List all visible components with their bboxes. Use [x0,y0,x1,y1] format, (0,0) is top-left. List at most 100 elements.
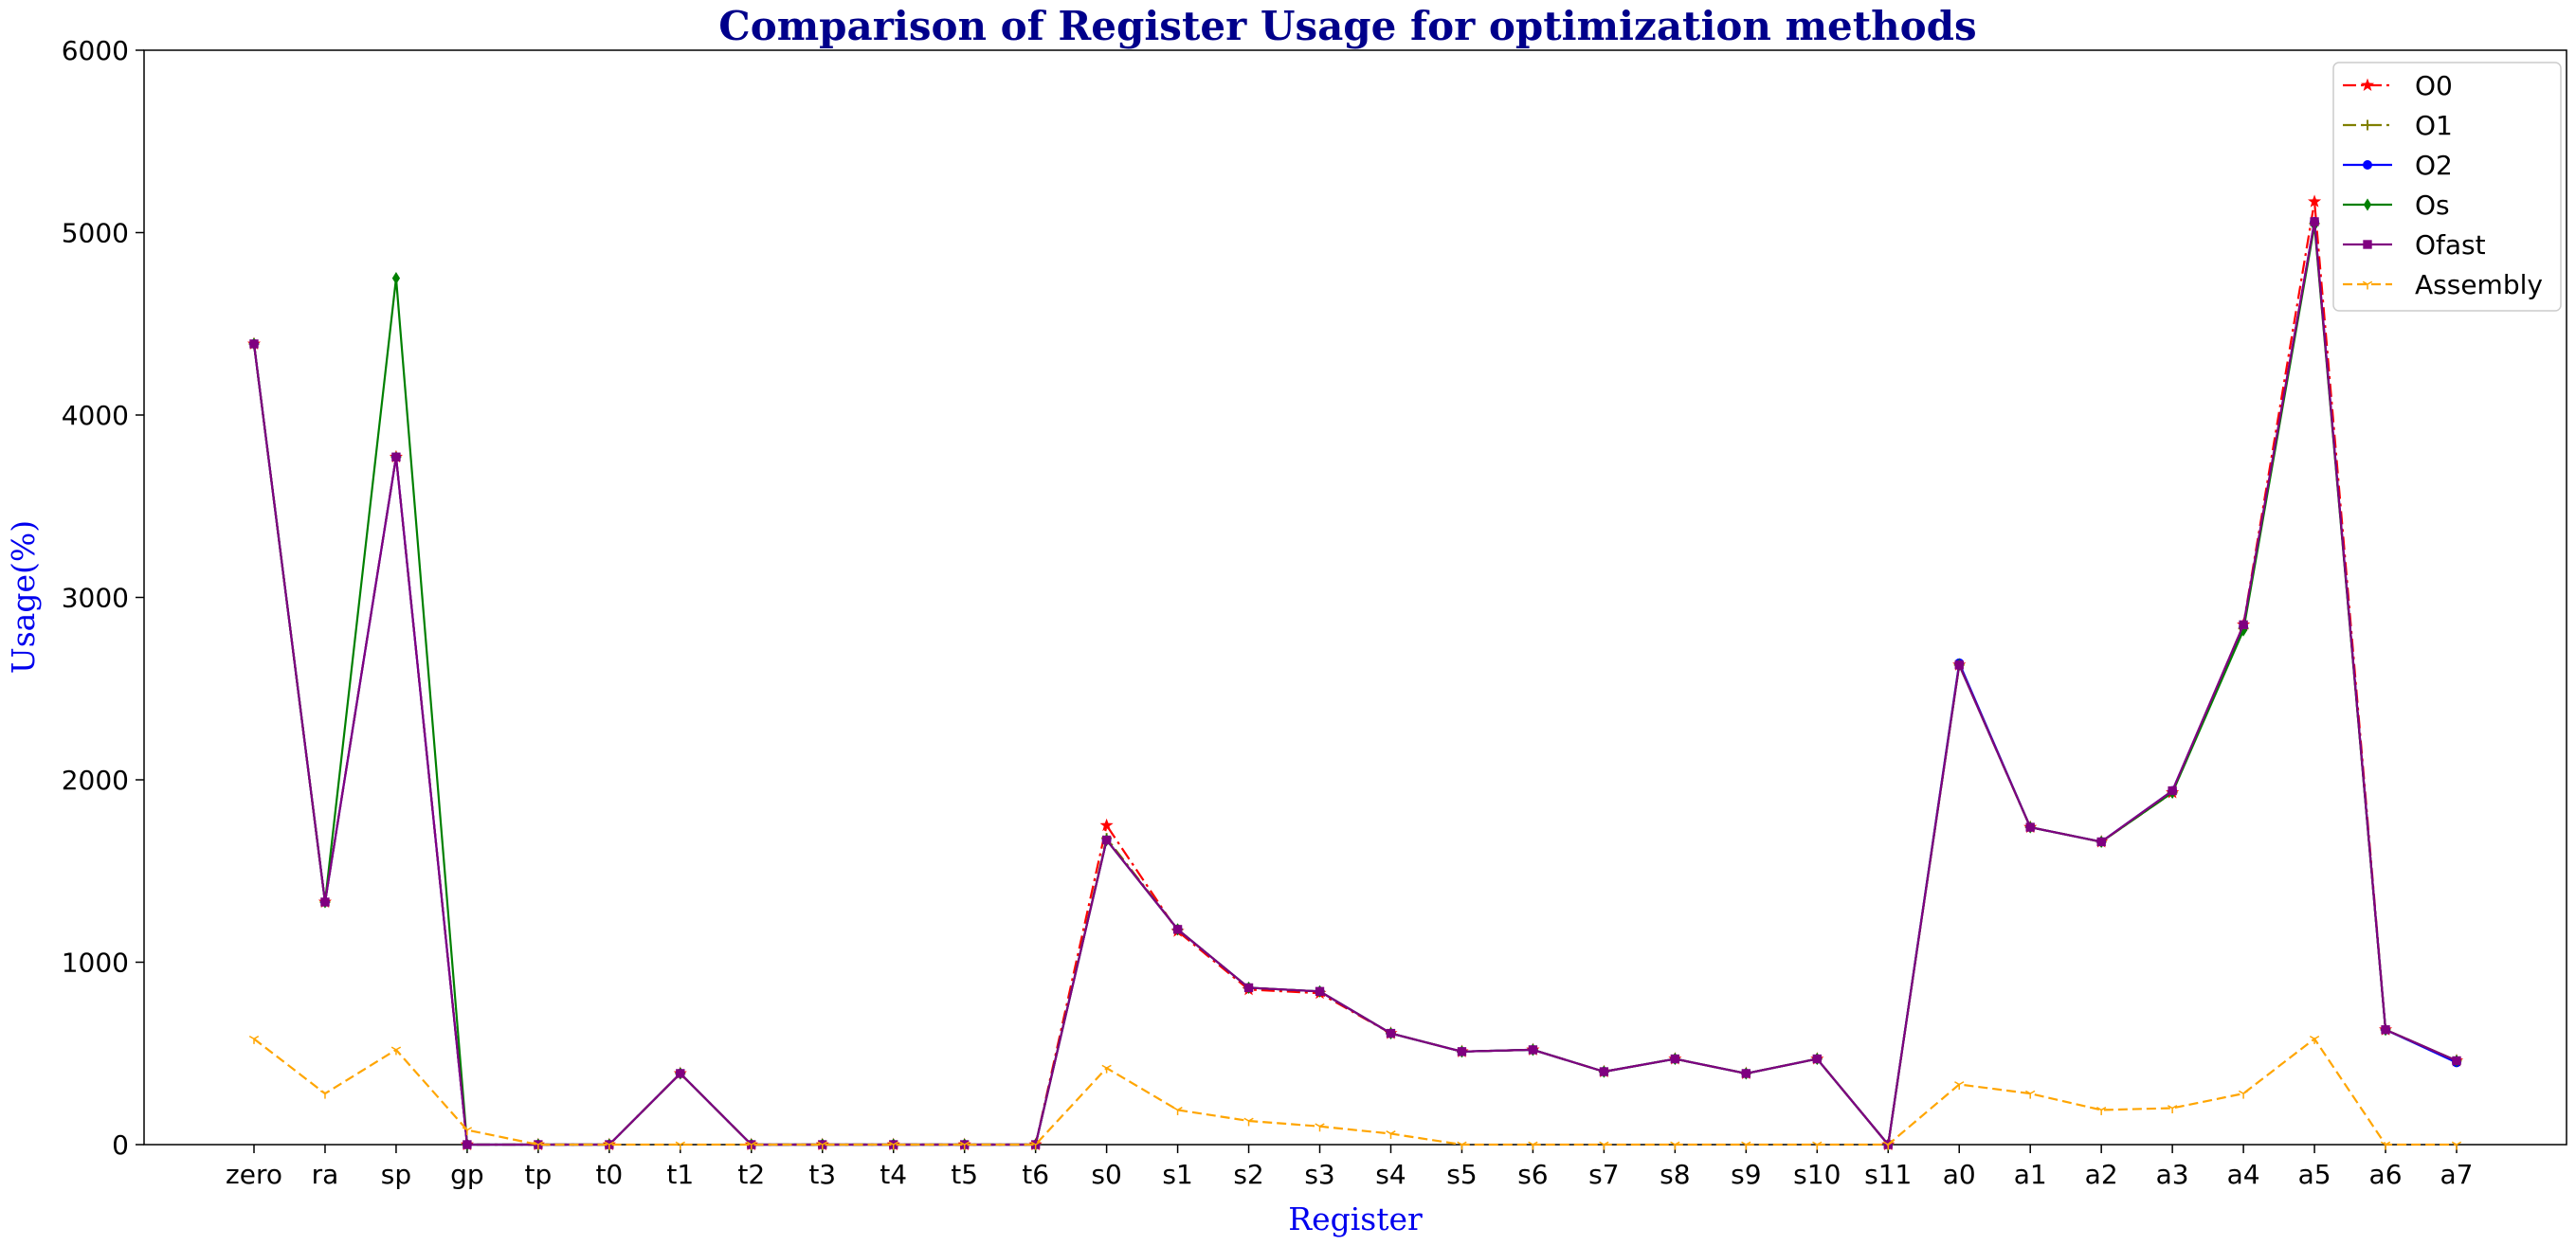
axes-frame [143,49,2567,1146]
y-tick-label: 5000 [62,218,129,249]
data-point-ofast [2168,786,2177,796]
data-point-assembly-b [1457,1141,1462,1146]
x-tick-label: s9 [1731,1159,1761,1190]
y-axis-label: Usage(%) [5,520,42,674]
x-tick-label: s10 [1793,1159,1841,1190]
data-point-assembly-c [2171,1105,2178,1110]
y-tick-label: 3000 [62,583,129,614]
legend-label-o1: O1 [2415,110,2453,141]
data-point-assembly-c [2100,1107,2107,1111]
data-point-assembly [1883,1141,1894,1150]
data-point-os [2239,623,2248,637]
data-point-ofast [1386,1028,1396,1038]
legend-box [2332,62,2562,312]
data-point-assembly [2380,1141,2391,1150]
x-tick-label: sp [381,1159,411,1190]
data-point-assembly-c [537,1141,544,1146]
data-point-assembly [675,1141,685,1150]
data-point-assembly [1030,1141,1041,1150]
data-point-ofast [2239,620,2248,630]
data-point-assembly [1670,1141,1680,1150]
x-tick-label: s8 [1660,1159,1690,1190]
data-point-os [391,272,401,285]
data-point-assembly-b [604,1141,610,1146]
x-tick-label: tp [524,1159,552,1190]
data-point-assembly-b [888,1141,895,1146]
data-point-assembly [1172,1107,1183,1115]
x-tick-label: s11 [1864,1159,1912,1190]
legend-marker-assembly-c [2367,280,2373,285]
data-point-assembly-b [1883,1141,1889,1146]
data-point-assembly-c [466,1127,473,1131]
series-line-o2 [252,220,2458,1147]
legend-marker-os [2363,198,2372,211]
data-point-ofast [1599,1067,1609,1076]
x-axis-label: Register [1288,1201,1423,1237]
data-point-assembly-b [390,1046,397,1051]
y-tick-label: 0 [112,1129,129,1161]
data-point-assembly-c [822,1141,827,1146]
data-point-assembly-b [2451,1141,2458,1146]
x-tick-label: a4 [2227,1159,2260,1190]
data-point-assembly-c [680,1141,685,1146]
data-point-assembly-b [1599,1141,1605,1146]
x-tick-label: t6 [1022,1159,1049,1190]
x-tick-label: s5 [1446,1159,1477,1190]
x-tick-label: t4 [880,1159,907,1190]
x-tick-label: gp [450,1159,484,1190]
data-point-assembly-b [1670,1141,1676,1146]
legend-label-ofast: Ofast [2415,229,2486,261]
data-point-ofast [2381,1025,2390,1035]
x-tick-label: s2 [1233,1159,1263,1190]
y-tick-label: 6000 [62,35,129,66]
data-point-ofast [1812,1054,1822,1064]
data-point-assembly [604,1141,614,1150]
data-point-assembly [817,1141,827,1150]
data-point-assembly-b [1528,1141,1533,1146]
legend-marker-assembly [2362,280,2373,290]
data-point-ofast [1243,983,1254,993]
data-point-ofast [1172,925,1183,934]
data-point-assembly-b [746,1141,753,1146]
data-point-assembly-c [1958,1081,1965,1086]
data-point-assembly-c [2385,1141,2391,1146]
data-point-assembly-c [253,1035,260,1040]
y-tick-label: 2000 [62,765,129,796]
x-tick-label: a7 [2440,1159,2474,1190]
data-point-assembly-c [395,1046,402,1051]
series-line-assembly [253,1038,2457,1147]
data-point-assembly-b [1741,1141,1747,1146]
data-point-assembly-c [1248,1117,1254,1122]
chart-title: Comparison of Register Usage for optimiz… [718,3,1976,49]
data-point-assembly [2238,1090,2249,1099]
data-point-assembly-c [751,1141,756,1146]
legend-marker-o1 [2362,119,2373,131]
data-point-assembly [390,1046,402,1056]
data-point-assembly-b [248,1035,255,1040]
data-point-assembly [1812,1141,1823,1150]
data-point-assembly-b [2238,1090,2244,1094]
data-point-ofast [2025,822,2035,832]
x-tick-label: ra [312,1159,339,1190]
x-tick-label: a3 [2156,1159,2189,1190]
legend-entry-os: Os [2343,190,2450,221]
x-tick-label: zero [226,1159,282,1190]
data-point-assembly [1599,1141,1609,1150]
data-point-assembly-b [1954,1081,1960,1086]
data-point-assembly-c [1319,1123,1325,1128]
data-point-ofast [1457,1047,1467,1056]
series-os [249,219,2461,1151]
data-point-ofast [1101,835,1112,845]
data-point-assembly-c [1035,1141,1041,1146]
x-tick-label: s6 [1517,1159,1548,1190]
data-point-o0 [2308,194,2322,208]
data-point-ofast [2452,1056,2461,1066]
legend-marker-o0 [2360,78,2375,92]
legend-label-o2: O2 [2415,150,2453,181]
data-point-assembly-c [1674,1141,1680,1146]
data-point-assembly-b [1386,1130,1391,1135]
data-point-assembly-b [533,1141,539,1146]
data-point-assembly-c [1604,1141,1609,1146]
data-point-assembly-c [1461,1141,1467,1146]
